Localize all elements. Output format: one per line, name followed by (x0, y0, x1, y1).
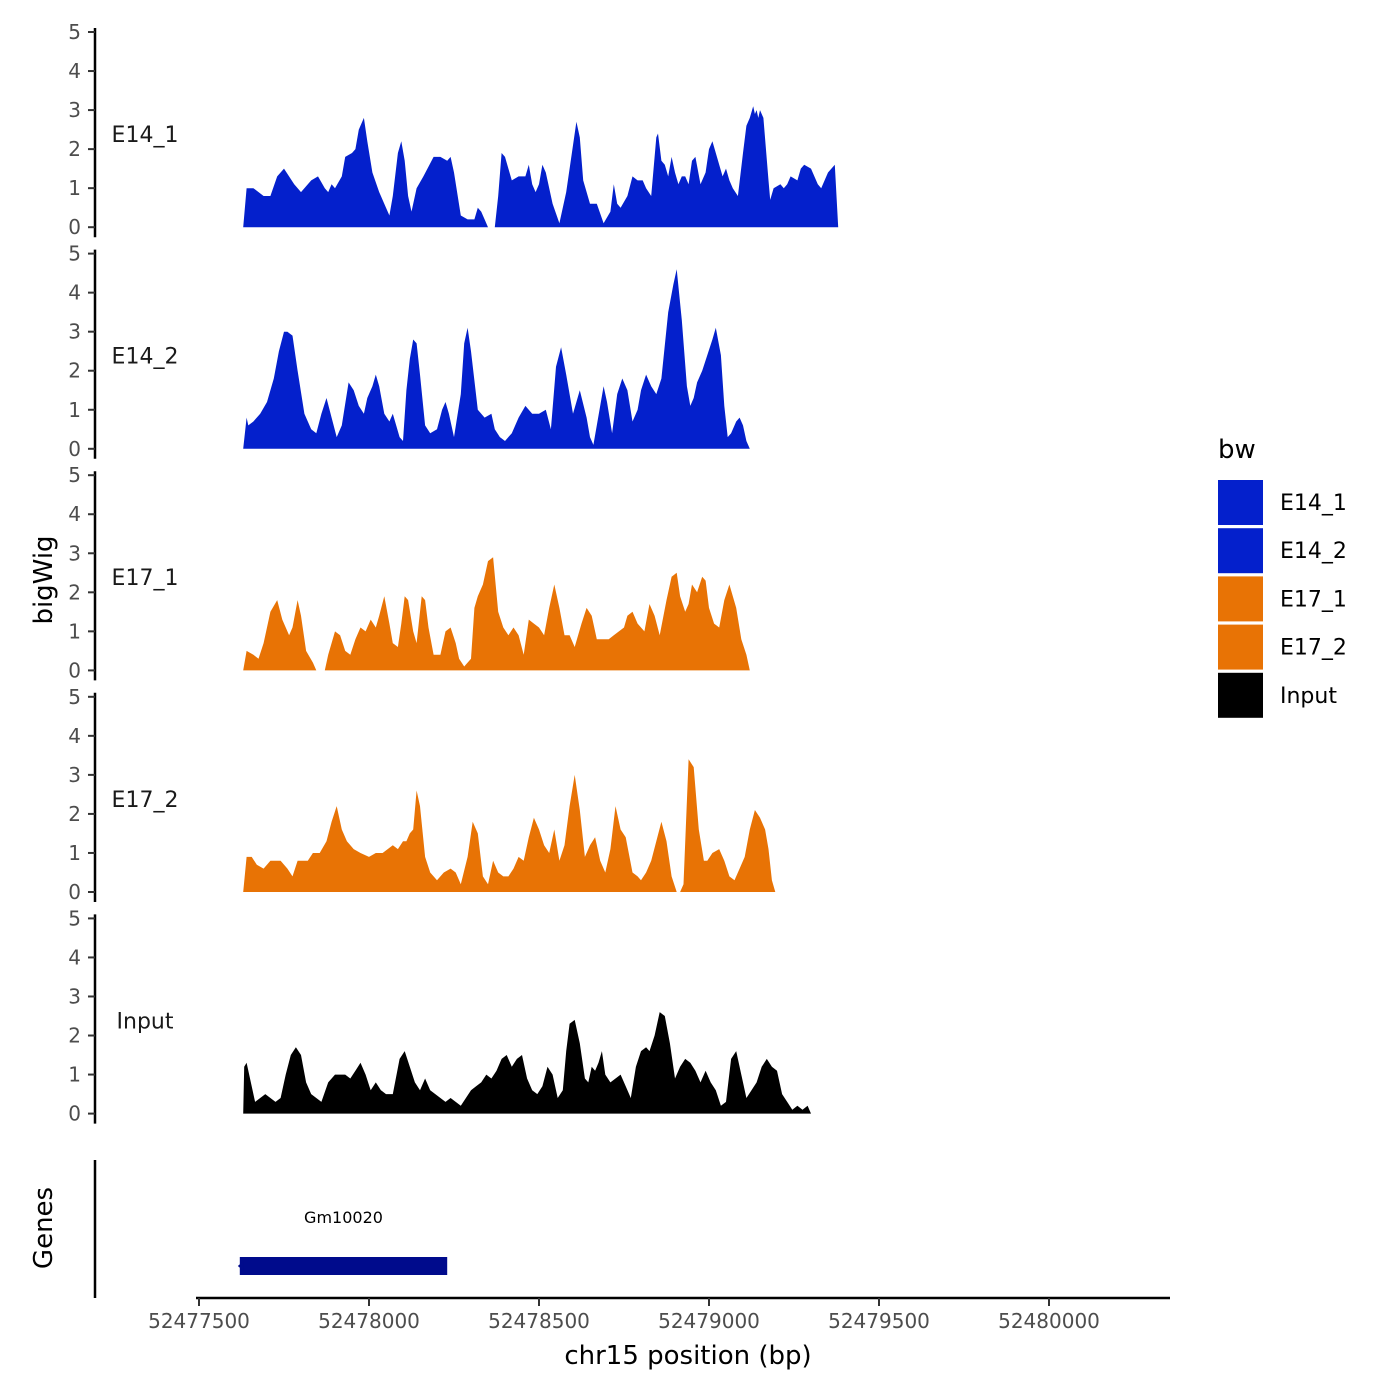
y-tick-label: 2 (68, 580, 81, 604)
y-tick-label: 1 (68, 176, 81, 200)
area-e17-1 (243, 557, 920, 671)
track-panel-input: 0 1 2 3 4 5 Input (68, 906, 920, 1126)
track-label: E14_1 (112, 123, 179, 148)
track-panel-e17-2: 0 1 2 3 4 5 E17_2 (68, 685, 920, 904)
y-tick-label: 1 (68, 619, 81, 643)
y-tick-label: 1 (68, 1063, 81, 1087)
y-tick-label: 5 (68, 906, 81, 930)
legend-label: E17_1 (1280, 587, 1347, 612)
legend-title: bw (1218, 435, 1256, 465)
gene-label: Gm10020 (304, 1208, 383, 1227)
coverage-tracks: 0 1 2 3 4 5 E14_1 0 1 2 3 4 5 E14_2 0 1 2 3 4 5 E17_1 0 1 2 3 4 5 E… (68, 20, 920, 1126)
track-panel-e14-1: 0 1 2 3 4 5 E14_1 (68, 20, 920, 239)
legend-swatch-e14-1 (1218, 480, 1263, 525)
y-tick-label: 4 (68, 59, 81, 83)
area-e17-2 (243, 759, 920, 892)
legend-swatch-e17-2 (1218, 624, 1263, 670)
track-panel-e17-1: 0 1 2 3 4 5 E17_1 (68, 463, 920, 682)
x-tick-label: 52478000 (318, 1309, 420, 1333)
y-tick-label: 2 (68, 802, 81, 826)
x-tick-label: 52477500 (148, 1309, 250, 1333)
y-tick-label: 3 (68, 320, 81, 344)
y-tick-label: 3 (68, 541, 81, 565)
gene-track: Gm10020 (93, 1160, 448, 1298)
legend-label: E14_1 (1280, 491, 1347, 516)
y-tick-label: 2 (68, 1024, 81, 1048)
legend-label: E17_2 (1280, 636, 1347, 661)
area-e14-1 (243, 106, 920, 228)
x-tick-label: 52479000 (658, 1309, 760, 1333)
y-tick-label: 0 (68, 215, 81, 239)
y-tick-label: 4 (68, 724, 81, 748)
y-tick-label: 5 (68, 20, 81, 44)
y-tick-label: 0 (68, 658, 81, 682)
track-label: Input (117, 1009, 174, 1034)
y-tick-label: 3 (68, 763, 81, 787)
y-tick-label: 0 (68, 880, 81, 904)
y-tick-label: 4 (68, 281, 81, 305)
y-tick-label: 1 (68, 841, 81, 865)
y-tick-label: 2 (68, 359, 81, 383)
track-label: E17_2 (112, 788, 179, 813)
y-tick-label: 4 (68, 945, 81, 969)
y-tick-label: 5 (68, 463, 81, 487)
gene-strand-arrow (237, 1261, 244, 1271)
y-tick-label: 4 (68, 502, 81, 526)
legend-swatch-input (1218, 672, 1263, 718)
y-tick-label: 0 (68, 437, 81, 461)
gene-body (239, 1257, 448, 1275)
legend-swatch-e14-2 (1218, 528, 1263, 574)
legend: bw E14_1 E14_2 E17_1 E17_2 Input (1218, 435, 1347, 718)
x-axis: 52477500 52478000 52478500 52479000 52479500… (148, 1296, 1170, 1333)
y-axis-title: bigWig (29, 535, 59, 624)
y-tick-label: 5 (68, 242, 81, 266)
y-tick-label: 5 (68, 685, 81, 709)
area-input (243, 1012, 920, 1114)
x-axis-title: chr15 position (bp) (564, 1341, 811, 1371)
legend-label: Input (1280, 684, 1337, 709)
x-tick-label: 52478500 (488, 1309, 590, 1333)
area-e14-2 (243, 269, 920, 449)
legend-label: E14_2 (1280, 539, 1347, 564)
x-tick-label: 52479500 (828, 1309, 930, 1333)
track-panel-e14-2: 0 1 2 3 4 5 E14_2 (68, 242, 920, 461)
track-label: E17_1 (112, 566, 179, 591)
y-tick-label: 3 (68, 984, 81, 1008)
y-tick-label: 2 (68, 137, 81, 161)
y-tick-label: 3 (68, 98, 81, 122)
y-tick-label: 1 (68, 398, 81, 422)
track-label: E14_2 (112, 345, 179, 370)
legend-swatch-e17-1 (1218, 576, 1263, 622)
x-tick-label: 52480000 (998, 1309, 1100, 1333)
y-tick-label: 0 (68, 1102, 81, 1126)
gene-track-title: Genes (29, 1187, 59, 1269)
